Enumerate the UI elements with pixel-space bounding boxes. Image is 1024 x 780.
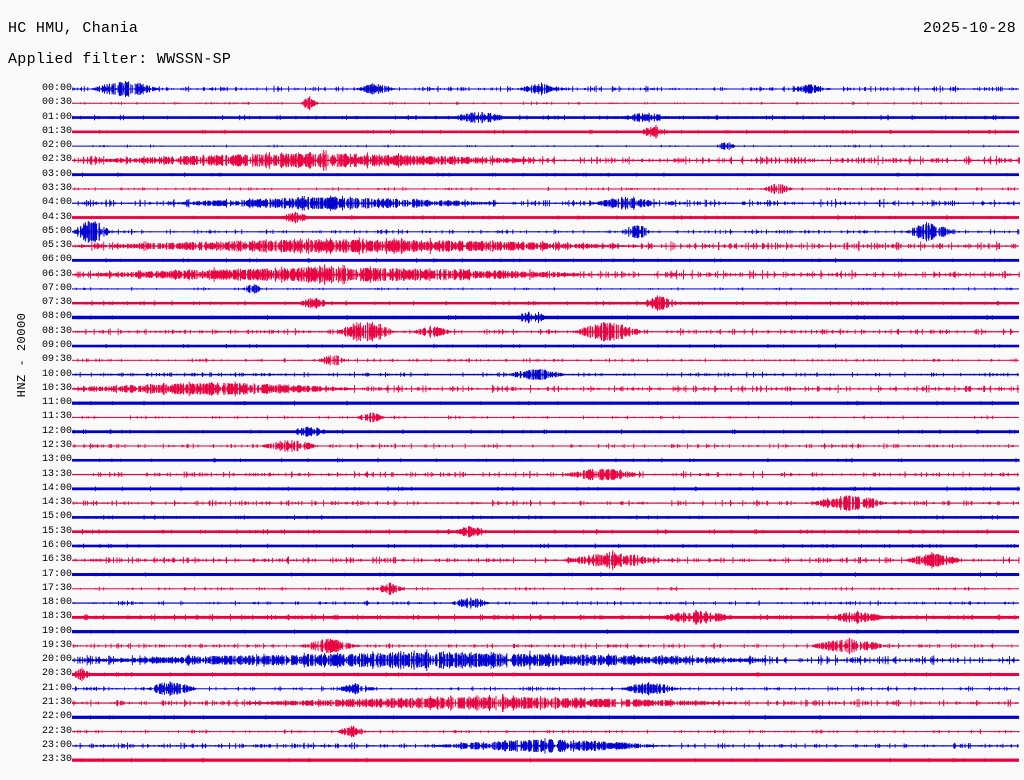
time-label: 07:30 <box>28 298 72 308</box>
time-label: 03:00 <box>28 169 72 180</box>
time-label: 07:00 <box>28 283 72 294</box>
time-label: 10:30 <box>28 383 72 394</box>
time-label: 02:00 <box>28 141 72 151</box>
time-label: 23:00 <box>28 740 72 751</box>
time-label: 19:30 <box>28 640 72 651</box>
time-label: 20:30 <box>28 669 72 679</box>
time-label: 04:00 <box>28 198 72 208</box>
time-label: 17:00 <box>28 569 72 580</box>
time-label: 01:00 <box>28 112 72 123</box>
time-label: 08:30 <box>28 326 72 337</box>
helicorder-plot: 00:00 00:30 01:00 01:30 02:00 02:30 03:00 03:30… <box>0 80 1024 775</box>
time-label: 18:30 <box>28 612 72 622</box>
time-label: 19:00 <box>28 626 72 637</box>
time-label: 14:00 <box>28 483 72 494</box>
page-title: HC HMU, Chania <box>8 20 138 37</box>
time-label: 08:00 <box>28 312 72 322</box>
time-label: 05:30 <box>28 241 72 251</box>
time-label: 06:00 <box>28 255 72 265</box>
time-label: 00:00 <box>28 84 72 94</box>
time-label: 16:30 <box>28 555 72 565</box>
time-label: 11:30 <box>28 412 72 422</box>
time-label: 02:30 <box>28 155 72 165</box>
time-label: 14:30 <box>28 498 72 508</box>
time-label: 17:30 <box>28 583 72 594</box>
time-label: 03:30 <box>28 183 72 194</box>
trace-canvas <box>72 80 1020 763</box>
time-label: 22:30 <box>28 726 72 737</box>
time-label: 21:30 <box>28 698 72 708</box>
time-label: 06:30 <box>28 269 72 280</box>
time-label: 12:00 <box>28 426 72 437</box>
time-label: 15:00 <box>28 512 72 522</box>
time-label: 18:00 <box>28 598 72 608</box>
time-label: 10:00 <box>28 369 72 380</box>
time-label: 05:00 <box>28 226 72 237</box>
time-label: 01:30 <box>28 126 72 137</box>
time-label: 16:00 <box>28 540 72 551</box>
record-date: 2025-10-28 <box>923 20 1016 37</box>
time-label: 20:00 <box>28 655 72 665</box>
time-label: 13:00 <box>28 455 72 465</box>
time-label: 23:30 <box>28 755 72 765</box>
time-label: 11:00 <box>28 398 72 408</box>
time-label: 12:30 <box>28 441 72 451</box>
time-label: 22:00 <box>28 712 72 722</box>
time-label: 15:30 <box>28 526 72 537</box>
time-label: 00:30 <box>28 98 72 108</box>
time-label: 04:30 <box>28 212 72 223</box>
time-label: 09:30 <box>28 355 72 365</box>
time-label: 09:00 <box>28 341 72 351</box>
applied-filter-label: Applied filter: WWSSN-SP <box>8 51 231 68</box>
time-label: 13:30 <box>28 469 72 480</box>
time-label: 21:00 <box>28 683 72 694</box>
